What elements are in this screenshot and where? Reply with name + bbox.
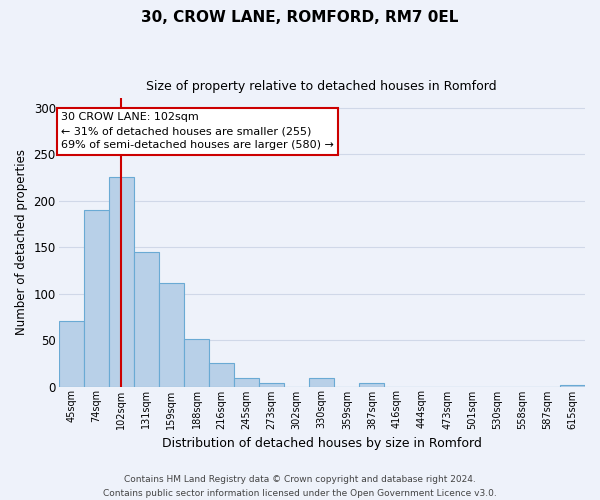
Bar <box>83 210 109 386</box>
Y-axis label: Number of detached properties: Number of detached properties <box>15 150 28 336</box>
X-axis label: Distribution of detached houses by size in Romford: Distribution of detached houses by size … <box>162 437 482 450</box>
Bar <box>184 339 209 386</box>
Bar <box>109 178 134 386</box>
Bar <box>309 378 334 386</box>
Bar <box>259 383 284 386</box>
Bar <box>234 378 259 386</box>
Bar <box>209 364 234 386</box>
Bar <box>359 383 385 386</box>
Bar <box>560 384 585 386</box>
Bar <box>134 252 159 386</box>
Text: 30, CROW LANE, ROMFORD, RM7 0EL: 30, CROW LANE, ROMFORD, RM7 0EL <box>142 10 458 25</box>
Text: 30 CROW LANE: 102sqm
← 31% of detached houses are smaller (255)
69% of semi-deta: 30 CROW LANE: 102sqm ← 31% of detached h… <box>61 112 334 150</box>
Bar <box>59 322 83 386</box>
Bar <box>159 284 184 387</box>
Title: Size of property relative to detached houses in Romford: Size of property relative to detached ho… <box>146 80 497 93</box>
Text: Contains HM Land Registry data © Crown copyright and database right 2024.
Contai: Contains HM Land Registry data © Crown c… <box>103 476 497 498</box>
